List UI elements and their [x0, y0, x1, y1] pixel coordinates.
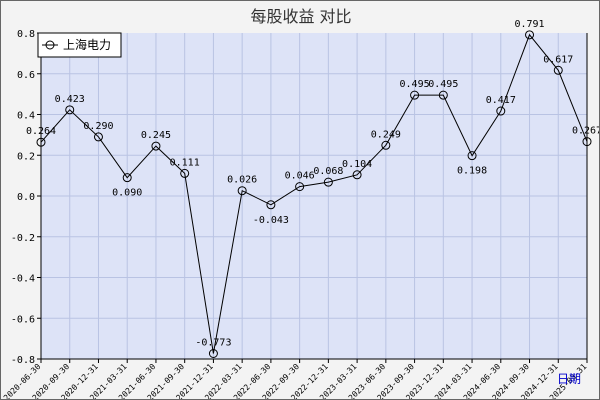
y-tick-label: -0.4	[11, 274, 35, 285]
plot-area: -0.8-0.6-0.4-0.20.00.20.40.60.82020-06-3…	[2, 19, 599, 399]
data-label: -0.773	[195, 337, 231, 348]
series-line	[40, 33, 588, 354]
data-point[interactable]	[93, 132, 103, 142]
y-tick-label: -0.6	[11, 314, 35, 325]
legend-marker-icon	[45, 40, 55, 50]
data-point[interactable]	[323, 177, 333, 187]
data-point[interactable]	[525, 30, 535, 40]
chart-title: 每股收益 对比	[250, 7, 351, 26]
data-label: 0.423	[55, 94, 85, 105]
legend-label: 上海电力	[63, 37, 111, 52]
data-point[interactable]	[180, 168, 190, 178]
data-point[interactable]	[352, 170, 362, 180]
data-point[interactable]	[553, 65, 563, 75]
data-point[interactable]	[295, 182, 305, 192]
data-label: 0.249	[371, 129, 401, 140]
y-tick-label: -0.2	[11, 233, 35, 244]
y-tick-label: 0.6	[17, 70, 35, 81]
data-label: 0.617	[543, 54, 573, 65]
data-label: 0.090	[112, 188, 142, 199]
data-point[interactable]	[36, 137, 46, 147]
data-point[interactable]	[122, 173, 132, 183]
y-tick-label: -0.8	[11, 355, 35, 366]
data-point[interactable]	[381, 140, 391, 150]
data-label: 0.267	[572, 126, 599, 137]
data-label: 0.026	[227, 175, 257, 186]
legend: 上海电力	[37, 32, 122, 58]
y-tick-label: 0.2	[17, 151, 35, 162]
data-label: 0.068	[313, 166, 343, 177]
y-tick-label: 0.4	[17, 111, 35, 122]
data-point[interactable]	[438, 90, 448, 100]
data-point[interactable]	[496, 106, 506, 116]
data-label: 0.104	[342, 159, 372, 170]
data-label: 0.417	[486, 95, 516, 106]
data-label: -0.043	[253, 215, 289, 226]
data-point[interactable]	[266, 200, 276, 210]
y-tick-label: 0.0	[17, 192, 35, 203]
data-label: 0.264	[26, 126, 56, 137]
data-point[interactable]	[65, 105, 75, 115]
x-axis-label[interactable]: 日期	[557, 372, 581, 386]
data-label: 0.791	[514, 19, 544, 30]
data-label: 0.495	[400, 79, 430, 90]
data-point[interactable]	[467, 151, 477, 161]
data-label: 0.290	[83, 121, 113, 132]
data-point[interactable]	[151, 141, 161, 151]
data-label: 0.111	[170, 157, 200, 168]
data-label: 0.198	[457, 166, 487, 177]
data-label: 0.495	[428, 79, 458, 90]
data-point[interactable]	[410, 90, 420, 100]
data-point[interactable]	[582, 137, 592, 147]
y-tick-label: 0.8	[17, 29, 35, 40]
data-label: 0.046	[285, 171, 315, 182]
data-point[interactable]	[237, 186, 247, 196]
data-label: 0.245	[141, 130, 171, 141]
data-point[interactable]	[208, 348, 218, 358]
